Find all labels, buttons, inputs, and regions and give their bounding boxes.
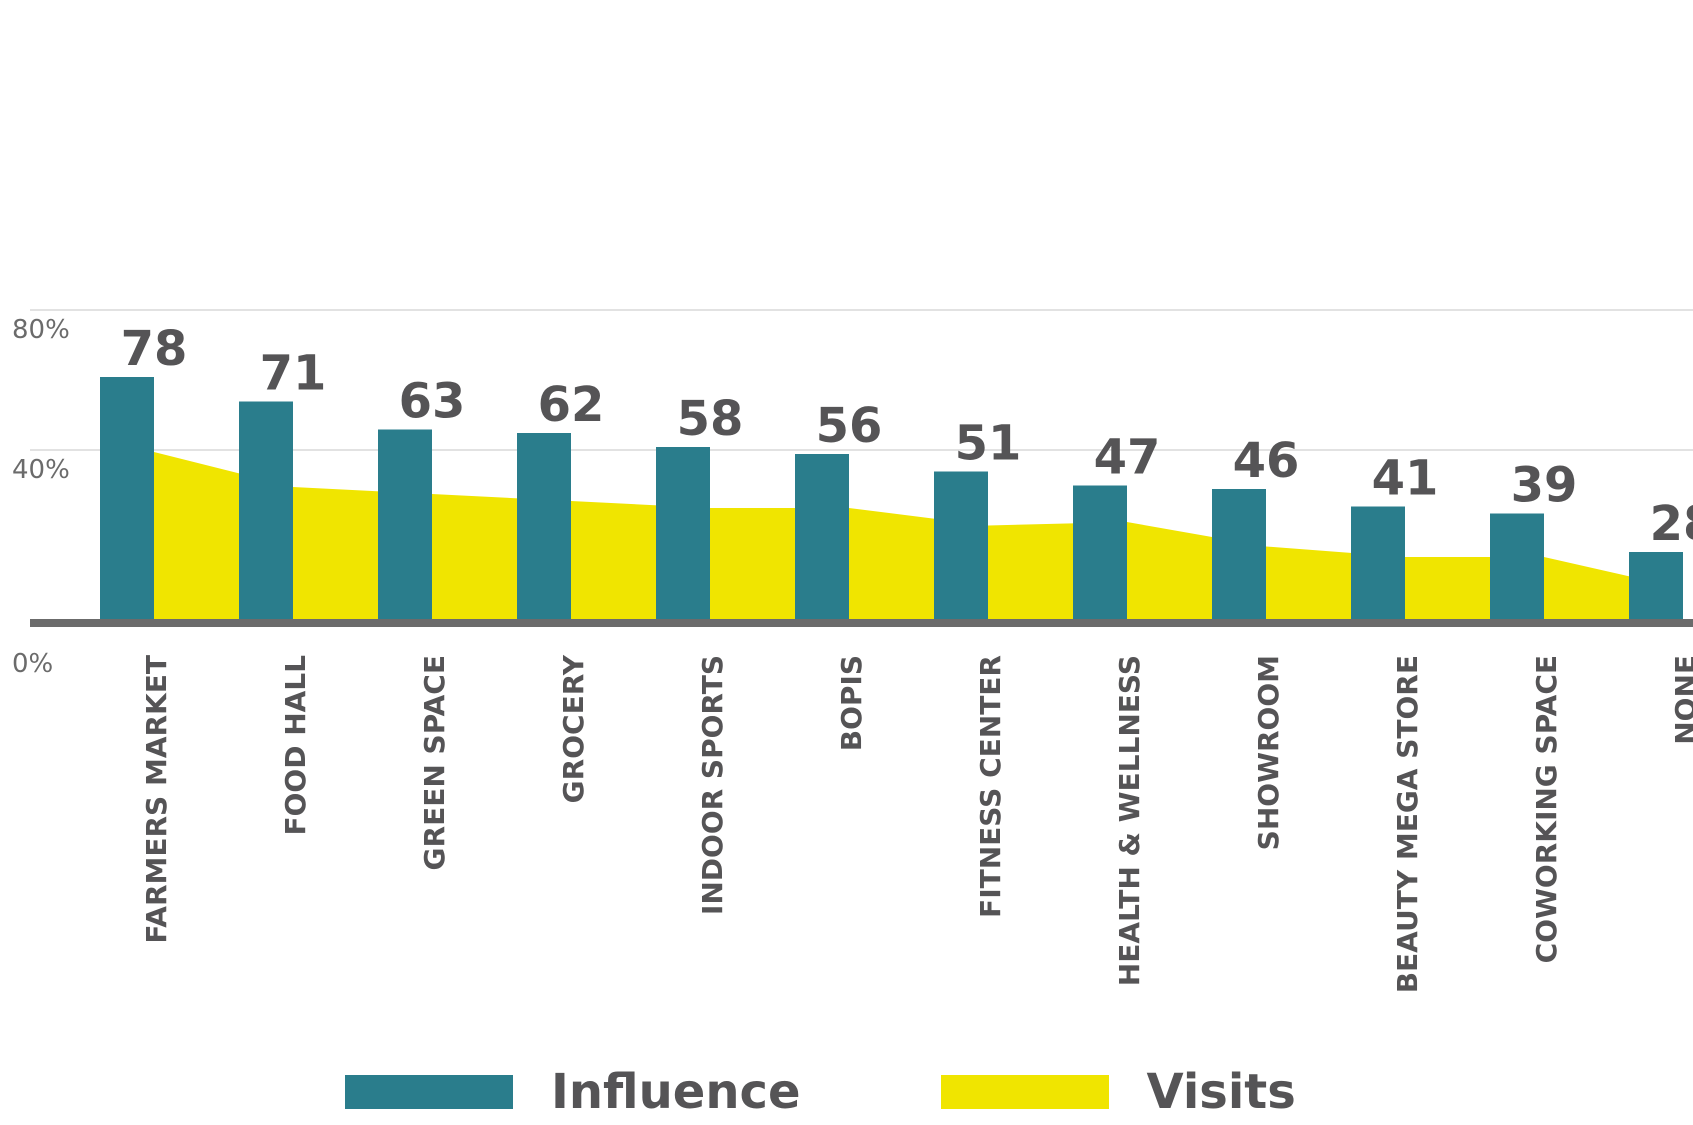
bar-farmers-market — [100, 377, 154, 620]
y-tick-label: 40% — [12, 455, 70, 485]
x-tick-label: NONE — [1669, 655, 1693, 745]
influence-bars — [100, 377, 1683, 620]
bar-value-label: 47 — [1094, 430, 1161, 486]
bar-value-label: 62 — [538, 377, 605, 433]
bar-value-label: 56 — [816, 398, 883, 454]
bar-value-label: 58 — [677, 391, 744, 447]
bar-bopis — [795, 454, 849, 620]
legend-swatch-influence — [345, 1075, 513, 1109]
gridlines — [30, 309, 1693, 451]
bar-coworking-space — [1490, 513, 1544, 620]
bar-indoor-sports — [656, 447, 710, 620]
x-tick-label: GROCERY — [557, 654, 590, 803]
bar-health-wellness — [1073, 485, 1127, 620]
axis — [30, 619, 1693, 627]
bar-grocery — [517, 433, 571, 620]
bar-green-space — [378, 429, 432, 620]
bar-value-label: 78 — [121, 321, 188, 377]
x-tick-label: FARMERS MARKET — [140, 655, 173, 944]
x-tick-label: FITNESS CENTER — [974, 655, 1007, 918]
x-tick-label: BOPIS — [835, 655, 868, 751]
bar-value-label: 28 — [1650, 496, 1693, 552]
x-tick-labels: FARMERS MARKET FOOD HALL GREEN SPACE GROCER… — [140, 654, 1693, 993]
bar-value-label: 41 — [1372, 451, 1439, 507]
x-tick-label: INDOOR SPORTS — [696, 655, 729, 915]
legend-item-influence: Influence — [345, 1068, 801, 1116]
bar-value-label: 71 — [260, 346, 327, 402]
y-tick-label: 0% — [12, 649, 53, 679]
bar-value-label: 63 — [399, 374, 466, 430]
bar-value-label: 51 — [955, 416, 1022, 472]
x-tick-label: SHOWROOM — [1252, 655, 1285, 850]
bar-value-label: 39 — [1511, 458, 1578, 514]
bar-showroom — [1212, 489, 1266, 620]
x-tick-label: FOOD HALL — [279, 655, 312, 836]
legend-swatch-visits — [940, 1075, 1109, 1109]
y-tick-labels: 0% 40% 80% — [12, 315, 70, 679]
bar-value-label: 46 — [1233, 433, 1300, 489]
y-tick-label: 80% — [12, 315, 70, 345]
bar-fitness-center — [934, 471, 988, 620]
legend-label-influence: Influence — [551, 1064, 801, 1120]
legend-item-visits: Visits — [940, 1064, 1296, 1120]
x-axis-line — [30, 619, 1693, 627]
legend: Influence Visits — [345, 1068, 1436, 1116]
x-tick-label: HEALTH & WELLNESS — [1113, 655, 1146, 986]
bar-value-labels: 78 71 63 62 58 56 51 47 46 41 39 28 — [121, 321, 1693, 552]
x-tick-label: COWORKING SPACE — [1530, 655, 1563, 963]
x-tick-label: BEAUTY MEGA STORE — [1391, 655, 1424, 993]
bar-food-hall — [239, 401, 293, 620]
x-tick-label: GREEN SPACE — [418, 655, 451, 870]
bar-none — [1629, 552, 1683, 620]
bar-beauty-mega-store — [1351, 506, 1405, 620]
legend-label-visits: Visits — [1146, 1064, 1296, 1120]
